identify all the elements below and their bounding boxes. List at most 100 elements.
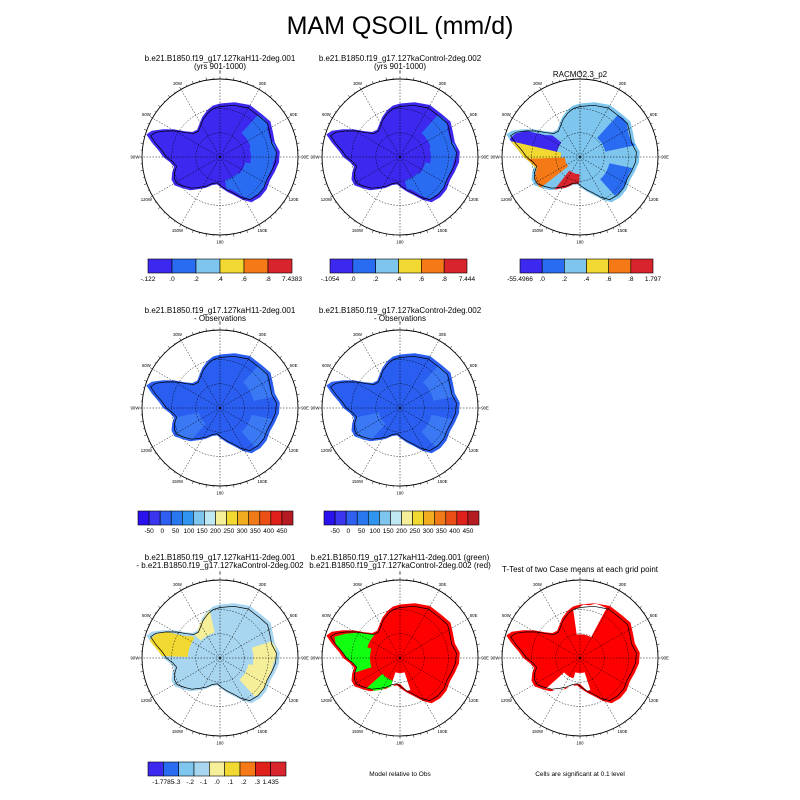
- ring-tick: [163, 100, 166, 103]
- ring-tick: [290, 374, 293, 376]
- ring-tick: [546, 728, 548, 731]
- longitude-label: 150W: [172, 479, 184, 484]
- colorbar-swatch: [193, 761, 210, 777]
- longitude-label: 120E: [469, 698, 479, 703]
- ring-tick: [650, 123, 653, 125]
- ring-tick: [264, 342, 266, 345]
- ring-tick: [179, 86, 182, 90]
- field-regions: [404, 115, 457, 200]
- colorbar-swatch: [159, 510, 172, 526]
- ring-tick: [438, 725, 441, 729]
- ring-tick: [167, 345, 171, 349]
- polar-map-racmo: 0 30E 60E 90E 120E 150E 180 150W 120W 90W 60W 30W: [491, 69, 669, 244]
- ring-tick: [147, 374, 150, 376]
- colorbar-swatch: [248, 510, 261, 526]
- ring-tick: [454, 601, 457, 604]
- caption-significance: Cells are significant at 0.1 level: [535, 771, 625, 778]
- ring-tick: [449, 94, 453, 98]
- colorbar-tick-label: -50: [144, 528, 154, 535]
- ring-tick: [618, 86, 621, 90]
- ring-tick: [324, 183, 327, 185]
- ring-tick: [372, 230, 374, 233]
- continent-fill: [326, 603, 460, 704]
- ring-tick: [192, 230, 194, 233]
- polar-map-modelobs: 0 30E 60E 90E 120E 150E 180 150W 120W 90W 60W 30W: [311, 570, 489, 745]
- colorbar-tick-label: .4: [584, 276, 590, 283]
- longitude-label: 120E: [289, 197, 299, 202]
- longitude-label: 120E: [649, 698, 659, 703]
- ring-tick: [470, 123, 473, 125]
- ring-tick: [149, 696, 153, 699]
- coastline: [510, 104, 637, 200]
- colorbar-tick-label: 50: [358, 528, 366, 535]
- colorbar-swatch: [147, 761, 164, 777]
- ring-tick: [343, 601, 346, 604]
- longitude-label: 0: [579, 69, 582, 74]
- ring-tick: [366, 84, 368, 87]
- ring-tick: [444, 342, 446, 345]
- ring-tick: [327, 189, 330, 191]
- panel-title-case2: b.e21.B1850.f19_g17.127kaControl-2deg.00…: [300, 55, 500, 71]
- ring-tick: [612, 585, 614, 588]
- colorbar-tick-label: .2: [562, 276, 568, 283]
- ring-tick: [366, 728, 368, 731]
- ring-tick: [354, 91, 356, 94]
- meridian-line: [579, 657, 620, 726]
- ring-tick: [444, 471, 446, 474]
- ring-tick: [274, 351, 277, 354]
- ring-tick: [192, 731, 194, 734]
- coastline: [330, 355, 457, 451]
- longitude-label: 120W: [501, 197, 513, 202]
- colorbar-tick-label: 100: [369, 528, 380, 535]
- ring-tick: [514, 201, 517, 203]
- colorbar-tick-label: .8: [628, 276, 634, 283]
- ring-tick: [639, 206, 643, 210]
- ring-tick: [372, 582, 374, 585]
- ring-tick: [274, 601, 277, 604]
- longitude-label: 60W: [142, 112, 152, 117]
- ring-tick: [347, 94, 351, 98]
- ring-tick: [426, 81, 428, 84]
- longitude-label: 60E: [470, 613, 478, 618]
- longitude-label: 120E: [289, 448, 299, 453]
- ring-tick: [438, 587, 441, 591]
- colorbar-swatch: [412, 510, 424, 526]
- panel-title-diff: b.e21.B1850.f19_g17.127kaH11-2deg.001 - …: [120, 554, 320, 570]
- title-line: - Observations: [193, 314, 247, 323]
- ring-tick: [426, 731, 428, 734]
- field-region: [193, 610, 215, 641]
- ring-tick: [324, 129, 327, 131]
- ring-tick: [157, 457, 161, 461]
- ring-tick: [343, 211, 346, 214]
- longitude-label: 30W: [353, 81, 363, 86]
- colorbar-case2: -.1054 .0 .2 .4 .6 .8 7.444: [321, 258, 476, 283]
- ring-tick: [534, 220, 536, 223]
- ring-tick: [470, 624, 473, 626]
- meridian-line: [399, 618, 468, 659]
- colorbar-swatch: [334, 510, 347, 526]
- longitude-label: 150W: [532, 228, 544, 233]
- longitude-label: 0: [219, 570, 222, 575]
- ring-tick: [334, 201, 337, 203]
- panel-title-racmo: RACMO2.3_p2: [480, 71, 680, 79]
- ring-tick: [327, 440, 330, 442]
- longitude-label: 120W: [321, 197, 333, 202]
- ring-tick: [426, 332, 428, 335]
- colorbar-swatch: [215, 510, 227, 526]
- ring-tick: [534, 91, 536, 94]
- ring-tick: [354, 592, 356, 595]
- ring-tick: [517, 104, 521, 108]
- longitude-label: 60E: [470, 112, 478, 117]
- field-region: [554, 170, 580, 191]
- ring-tick: [347, 216, 351, 220]
- longitude-label: 120W: [141, 197, 153, 202]
- meridian-line: [219, 340, 260, 409]
- meridian-line: [512, 156, 581, 197]
- ring-tick: [258, 337, 261, 341]
- ring-tick: [507, 690, 510, 692]
- colorbar-tick-label: 0: [347, 528, 351, 535]
- meridian-line: [219, 407, 260, 476]
- ring-tick: [246, 582, 248, 585]
- ring-tick: [287, 195, 291, 198]
- ring-tick: [167, 595, 171, 599]
